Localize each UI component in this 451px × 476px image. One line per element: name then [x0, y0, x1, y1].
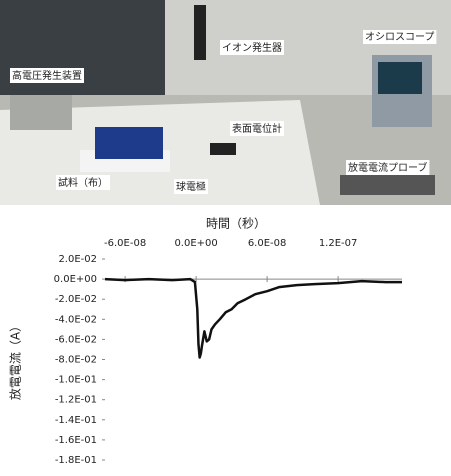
x-tick-label: 0.0E+00 — [174, 238, 217, 249]
y-axis-title: 放電電流（A） — [8, 320, 23, 400]
y-tick-label: 2.0E-02 — [58, 254, 97, 265]
photo-label: 球電極 — [176, 180, 206, 193]
y-tick-label: -6.0E-02 — [55, 334, 97, 345]
label-box — [56, 175, 110, 190]
photo-label: オシロスコープ — [365, 31, 434, 43]
series-line — [104, 277, 402, 359]
photo-label: イオン発生器 — [222, 41, 282, 54]
y-tick-label: -4.0E-02 — [55, 314, 97, 325]
label-box — [10, 68, 84, 83]
label-box — [220, 40, 284, 55]
photo-label: 放電電流プローブ — [348, 161, 427, 174]
x-tick-label: 1.2E-07 — [319, 238, 358, 249]
y-tick-label: -1.0E-01 — [55, 375, 97, 386]
label-box — [363, 30, 437, 44]
label-box — [230, 121, 284, 136]
y-tick-label: -1.4E-01 — [55, 415, 97, 426]
x-tick-label: -6.0E-08 — [104, 238, 146, 249]
photo-label: 表面電位計 — [232, 122, 282, 135]
photo-label: 高電圧発生装置 — [12, 69, 82, 82]
photo-label: 試料（布） — [58, 176, 108, 189]
y-tick-label: -2.0E-02 — [55, 294, 97, 305]
plot: 2.0E-02 0.0E+00 -2.0E-02 -4.0E-02 -6.0E-02 -8… — [54, 238, 402, 466]
y-tick-label: -1.6E-01 — [55, 435, 97, 446]
y-tick-label: 0.0E+00 — [54, 274, 97, 285]
label-box — [174, 179, 208, 194]
x-tick-label: 6.0E-08 — [248, 238, 287, 249]
x-axis-title: 時間（秒） — [206, 217, 266, 231]
y-tick-label: -1.8E-01 — [55, 455, 97, 466]
y-tick-label: -1.2E-01 — [55, 395, 97, 406]
y-tick-label: -8.0E-02 — [55, 355, 97, 366]
label-box — [346, 160, 430, 175]
